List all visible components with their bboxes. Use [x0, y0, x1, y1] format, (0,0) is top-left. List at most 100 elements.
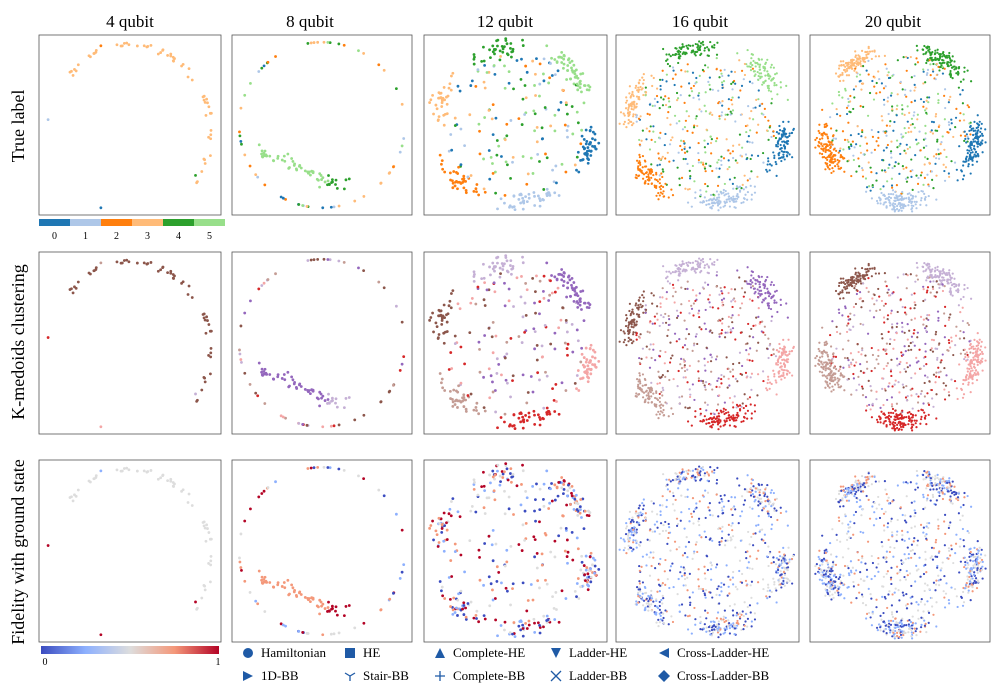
scatter-point — [566, 561, 569, 565]
scatter-point — [525, 288, 529, 292]
scatter-point — [693, 124, 696, 127]
scatter-point — [715, 68, 718, 71]
scatter-point — [493, 290, 497, 294]
scatter-point — [745, 376, 748, 379]
scatter-point — [728, 396, 732, 400]
scatter-point — [635, 120, 638, 123]
scatter-point — [589, 580, 593, 584]
scatter-point — [683, 145, 686, 149]
scatter-point — [556, 286, 560, 290]
scatter-point — [432, 538, 435, 542]
scatter-point — [664, 520, 667, 524]
scatter-point — [511, 264, 515, 268]
scatter-point — [448, 299, 452, 303]
scatter-point — [679, 50, 682, 54]
scatter-point — [879, 188, 882, 191]
scatter-point — [955, 67, 958, 70]
scatter-point — [762, 492, 765, 495]
scatter-point — [74, 69, 78, 73]
scatter-point — [459, 345, 463, 349]
scatter-point — [704, 401, 707, 404]
scatter-point — [92, 477, 96, 481]
scatter-point — [649, 599, 652, 602]
scatter-point — [656, 100, 659, 104]
scatter-point — [503, 193, 507, 197]
scatter-point — [705, 554, 708, 557]
scatter-point — [684, 495, 687, 499]
scatter-point — [203, 162, 207, 165]
scatter-point — [673, 83, 676, 87]
scatter-point — [521, 38, 524, 42]
scatter-point — [777, 350, 780, 353]
scatter-point — [890, 184, 894, 187]
scatter-point — [765, 129, 769, 132]
scatter-point — [646, 178, 649, 181]
scatter-point — [455, 606, 458, 610]
scatter-point — [545, 44, 549, 48]
scatter-point — [638, 586, 641, 589]
scatter-point — [624, 527, 628, 530]
scatter-point — [693, 342, 696, 345]
scatter-point — [764, 297, 767, 300]
scatter-point — [740, 405, 743, 408]
scatter-point — [647, 609, 650, 612]
scatter-point — [327, 174, 330, 177]
scatter-point — [142, 261, 146, 265]
scatter-point — [705, 422, 708, 425]
scatter-point — [552, 607, 556, 610]
scatter-point — [774, 587, 777, 590]
scatter-point — [493, 170, 497, 174]
scatter-point — [664, 558, 667, 562]
scatter-point — [667, 328, 670, 332]
scatter-point — [449, 397, 452, 400]
scatter-point — [125, 466, 129, 470]
scatter-point — [642, 300, 645, 303]
scatter-point — [643, 377, 646, 381]
scatter-point — [740, 287, 744, 290]
scatter-point — [254, 599, 258, 603]
scatter-point — [709, 305, 712, 309]
scatter-point — [542, 406, 546, 410]
scatter-point — [691, 383, 694, 386]
scatter-point — [671, 562, 674, 565]
scatter-point — [630, 107, 633, 111]
scatter-point — [249, 507, 252, 511]
scatter-point — [664, 375, 667, 378]
scatter-point — [731, 529, 734, 532]
scatter-point — [637, 90, 640, 93]
scatter-point — [638, 372, 641, 375]
scatter-point — [568, 278, 572, 282]
scatter-point — [762, 379, 765, 383]
scatter-point — [681, 128, 685, 131]
scatter-point — [736, 411, 739, 415]
scatter-point — [710, 152, 713, 155]
scatter-point — [744, 579, 748, 582]
scatter-point — [353, 626, 357, 630]
scatter-point — [312, 41, 316, 44]
scatter-point — [202, 375, 206, 379]
scatter-point — [428, 101, 432, 104]
scatter-point — [659, 96, 663, 99]
scatter-point — [697, 92, 701, 95]
scatter-point — [435, 107, 439, 111]
scatter-point — [566, 483, 570, 487]
scatter-point — [749, 486, 752, 490]
scatter-point — [704, 182, 707, 186]
scatter-point — [731, 327, 735, 330]
scatter-point — [524, 96, 528, 100]
scatter-point — [779, 156, 782, 160]
scatter-point — [662, 315, 665, 319]
scatter-point — [762, 299, 765, 302]
scatter-point — [491, 103, 495, 107]
scatter-point — [186, 75, 190, 79]
scatter-point — [440, 530, 444, 534]
scatter-point — [788, 352, 791, 356]
scatter-point — [650, 401, 653, 404]
scatter-point — [638, 356, 641, 360]
scatter-point — [737, 314, 740, 317]
scatter-point — [159, 268, 163, 272]
panel-frame — [809, 34, 991, 216]
scatter-point — [625, 521, 628, 525]
scatter-point — [637, 512, 640, 515]
scatter-point — [635, 541, 638, 545]
